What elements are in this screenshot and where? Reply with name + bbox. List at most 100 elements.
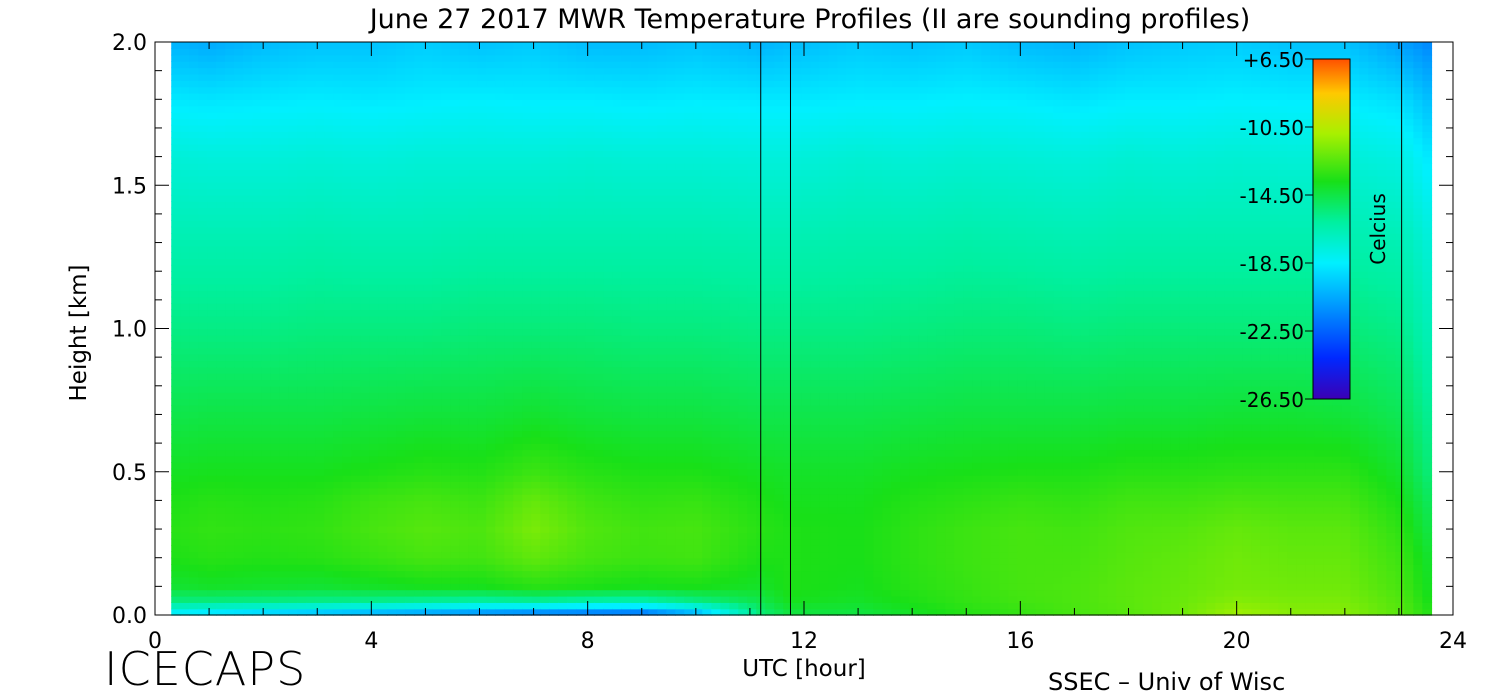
heatmap-cell — [414, 315, 424, 323]
heatmap-cell — [333, 182, 343, 190]
heatmap-cell — [342, 175, 352, 183]
heatmap-cell — [189, 80, 199, 88]
heatmap-cell — [396, 42, 406, 50]
heatmap-cell — [468, 143, 478, 151]
heatmap-cell — [504, 430, 514, 438]
heatmap-cell — [396, 328, 406, 336]
heatmap-cell — [252, 449, 262, 457]
heatmap-cell — [450, 602, 460, 610]
heatmap-cell — [225, 430, 235, 438]
heatmap-cell — [279, 162, 289, 171]
heatmap-cell — [342, 277, 352, 285]
heatmap-cell — [396, 296, 406, 304]
heatmap-cell — [216, 455, 226, 463]
heatmap-cell — [585, 233, 595, 241]
heatmap-cell — [306, 595, 316, 603]
heatmap-cell — [189, 544, 199, 553]
heatmap-cell — [549, 385, 559, 393]
heatmap-cell — [549, 519, 559, 527]
heatmap-cell — [585, 124, 595, 132]
heatmap-cell — [441, 602, 451, 610]
heatmap-cell — [504, 474, 514, 482]
heatmap-cell — [648, 54, 658, 62]
heatmap-cell — [549, 474, 559, 482]
heatmap-cell — [558, 80, 568, 88]
heatmap-cell — [198, 156, 208, 164]
heatmap-cell — [324, 347, 334, 355]
heatmap-cell — [180, 290, 190, 298]
heatmap-cell — [666, 519, 676, 527]
heatmap-cell — [216, 220, 226, 228]
heatmap-cell — [432, 373, 442, 381]
heatmap-cell — [396, 283, 406, 291]
heatmap-cell — [477, 213, 487, 221]
heatmap-cell — [585, 468, 595, 476]
heatmap-cell — [243, 271, 253, 279]
heatmap-cell — [171, 48, 181, 56]
heatmap-cell — [630, 137, 640, 145]
heatmap-cell — [180, 398, 190, 406]
heatmap-cell — [288, 112, 298, 120]
heatmap-cell — [459, 525, 469, 533]
heatmap-cell — [351, 233, 361, 241]
heatmap-cell — [369, 124, 379, 132]
heatmap-cell — [459, 328, 469, 336]
heatmap-cell — [342, 506, 352, 514]
heatmap-cell — [549, 220, 559, 228]
heatmap-cell — [558, 506, 568, 514]
heatmap-cell — [558, 213, 568, 221]
heatmap-cell — [522, 436, 532, 444]
heatmap-cell — [306, 392, 316, 400]
heatmap-cell — [207, 564, 217, 572]
heatmap-cell — [639, 271, 649, 279]
heatmap-cell — [531, 264, 541, 272]
heatmap-cell — [414, 239, 424, 247]
heatmap-cell — [360, 436, 370, 444]
heatmap-cell — [252, 544, 262, 553]
heatmap-cell — [279, 67, 289, 75]
heatmap-cell — [315, 48, 325, 56]
heatmap-cell — [396, 595, 406, 603]
heatmap-cell — [477, 271, 487, 279]
heatmap-cell — [351, 245, 361, 253]
heatmap-cell — [495, 137, 505, 145]
heatmap-cell — [342, 137, 352, 145]
heatmap-cell — [486, 551, 496, 559]
heatmap-cell — [414, 226, 424, 234]
heatmap-cell — [540, 86, 550, 94]
heatmap-cell — [414, 137, 424, 145]
heatmap-cell — [414, 150, 424, 158]
heatmap-cell — [594, 239, 604, 247]
heatmap-cell — [297, 48, 307, 56]
heatmap-cell — [297, 519, 307, 527]
heatmap-cell — [657, 385, 667, 393]
heatmap-cell — [432, 309, 442, 317]
heatmap-cell — [351, 182, 361, 190]
heatmap-cell — [603, 544, 613, 553]
heatmap-cell — [378, 334, 388, 342]
heatmap-cell — [495, 576, 505, 584]
heatmap-cell — [549, 188, 559, 196]
heatmap-cell — [342, 283, 352, 291]
heatmap-cell — [468, 80, 478, 88]
heatmap-cell — [369, 201, 379, 209]
heatmap-cell — [306, 220, 316, 228]
heatmap-cell — [576, 379, 586, 387]
heatmap-cell — [216, 430, 226, 438]
heatmap-cell — [234, 462, 244, 470]
heatmap-cell — [360, 48, 370, 56]
heatmap-cell — [666, 513, 676, 521]
heatmap-cell — [261, 347, 271, 355]
heatmap-cell — [540, 436, 550, 444]
heatmap-cell — [387, 207, 397, 215]
heatmap-cell — [315, 513, 325, 521]
heatmap-cell — [621, 118, 631, 126]
heatmap-cell — [234, 449, 244, 457]
heatmap-cell — [432, 544, 442, 553]
heatmap-cell — [189, 92, 199, 100]
heatmap-cell — [522, 513, 532, 521]
heatmap-cell — [477, 385, 487, 393]
heatmap-cell — [612, 233, 622, 241]
heatmap-cell — [261, 443, 271, 451]
